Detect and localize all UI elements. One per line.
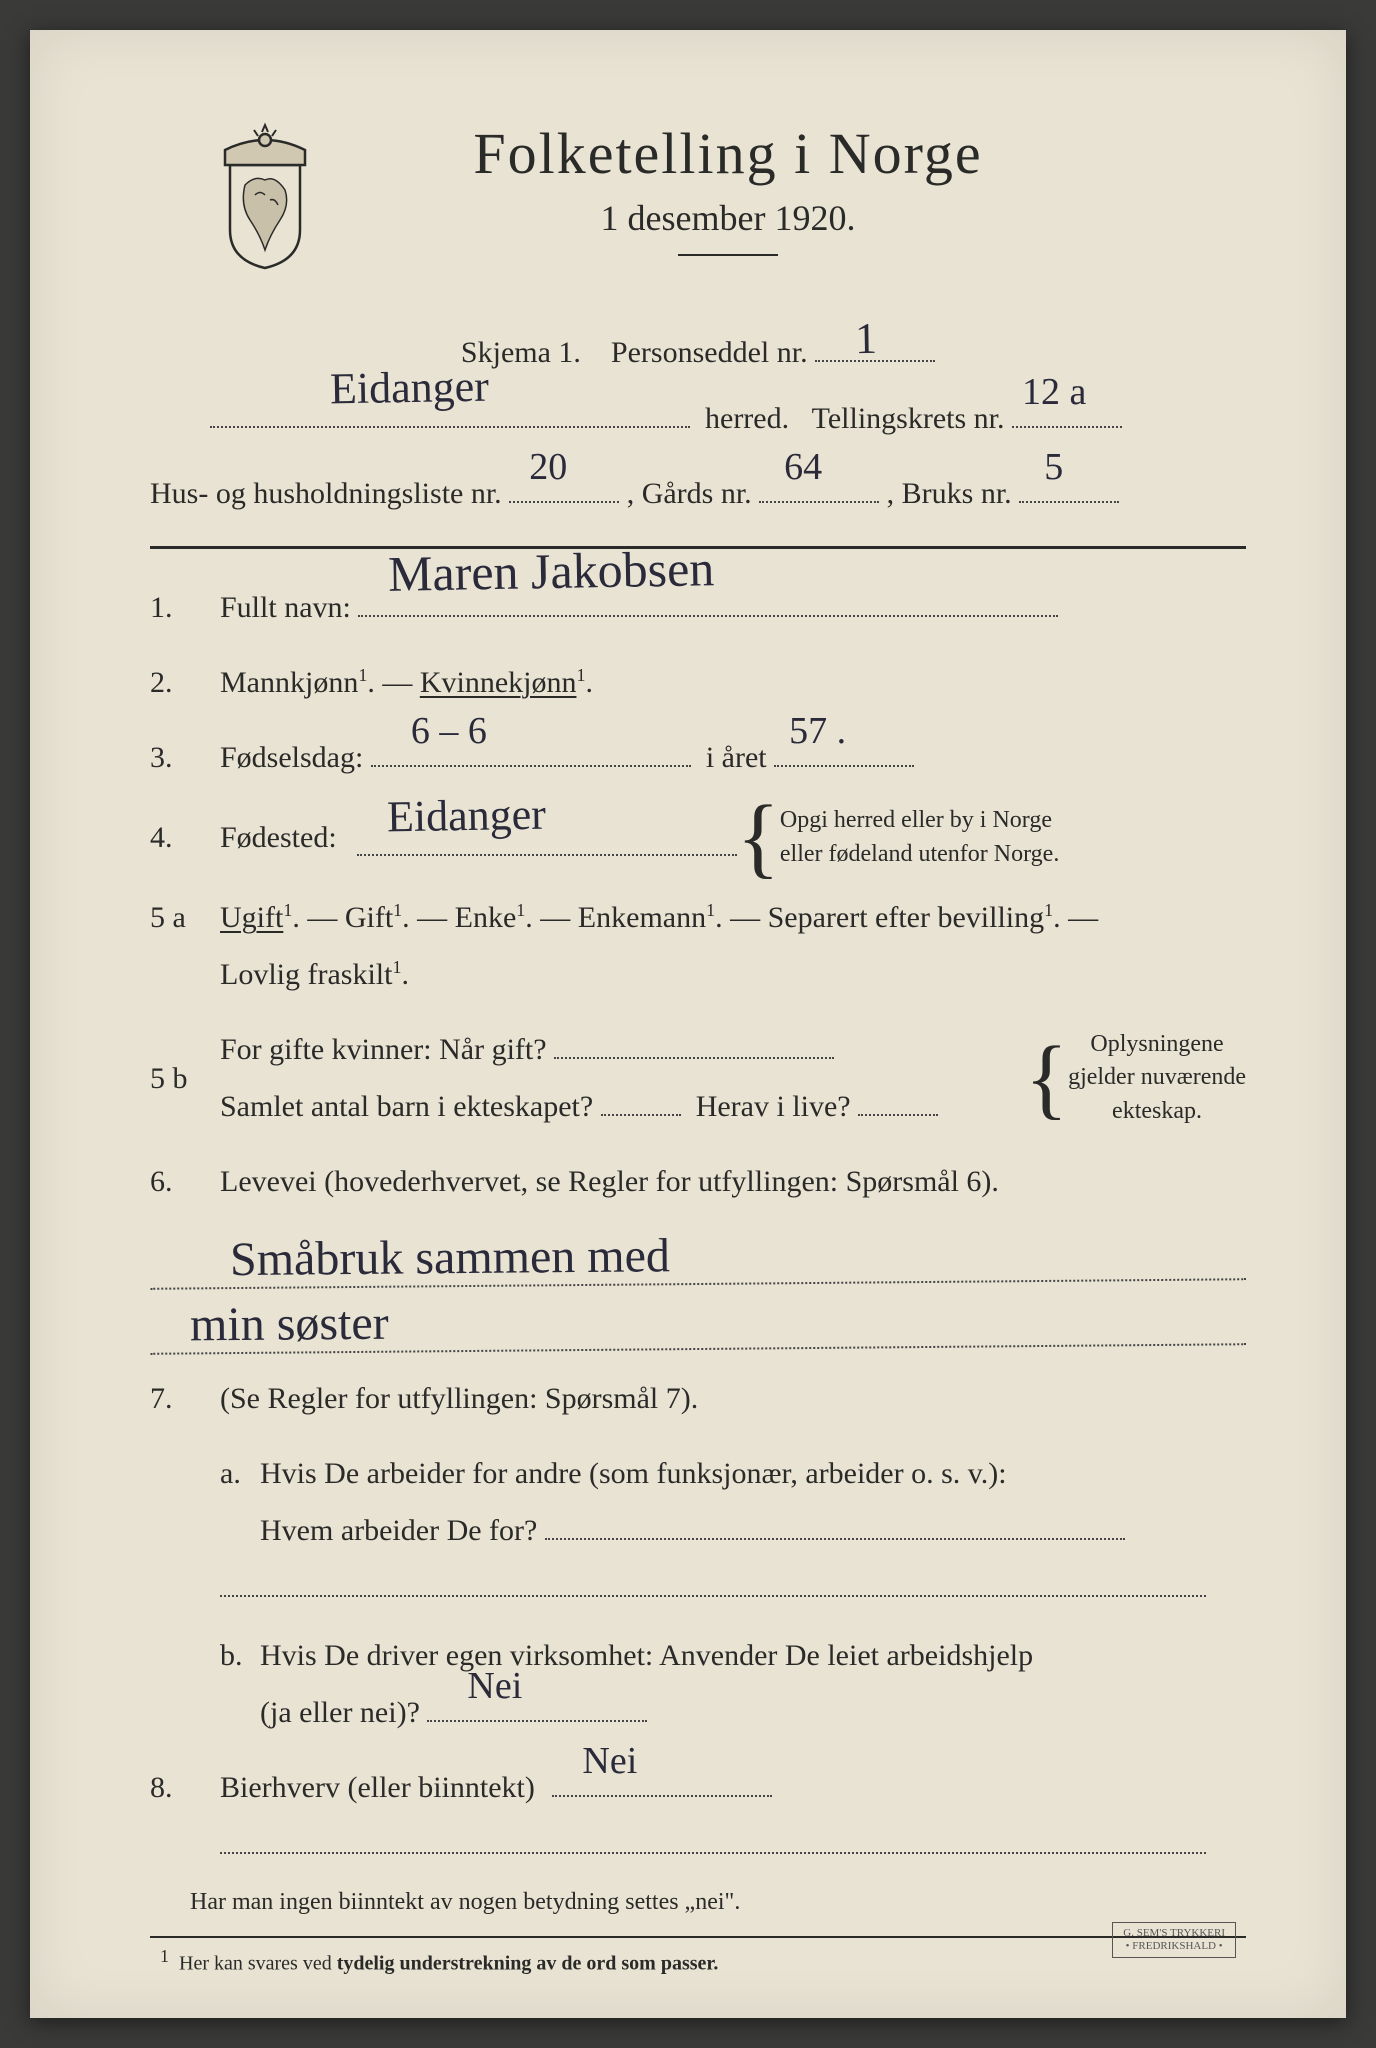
q7b-line1: Hvis De driver egen virksomhet: Anvender… [260,1639,1033,1672]
header: Folketelling i Norge 1 desember 1920. [210,120,1246,286]
q1-label: Fullt navn: [220,591,351,624]
q7b-num: b. [220,1627,243,1684]
bruks-label: , Bruks nr. [887,477,1012,510]
q2-opt-a: Mannkjønn [220,666,358,699]
q5a-gift: Gift [345,901,393,934]
q6-value-line1: Småbruk sammen med [150,1223,1246,1290]
q6-value-line2: min søster [150,1288,1246,1355]
q3-year-value: 57 . [789,695,846,767]
q8-blank-line [220,1834,1206,1854]
q5a-lovlig: Lovlig fraskilt [220,958,392,991]
q7a-blank-line [220,1577,1206,1597]
printer-stamp: G. SEM'S TRYKKERI • FREDRIKSHALD • [1112,1922,1236,1958]
footer-note: Har man ingen biinntekt av nogen betydni… [150,1889,1246,1916]
main-title: Folketelling i Norge [350,120,1106,187]
q8-num: 8. [150,1759,173,1816]
q7-label: (Se Regler for utfyllingen: Spørsmål 7). [220,1382,698,1415]
q7a-row: a. Hvis De arbeider for andre (som funks… [150,1445,1246,1559]
herred-line: Eidanger herred. Tellingskrets nr. 12 a [150,390,1246,447]
q5b-label-a: For gifte kvinner: Når gift? [220,1033,547,1066]
gards-val: 64 [784,431,822,503]
q5a-enkemann: Enkemann [578,901,706,934]
subtitle: 1 desember 1920. [350,197,1106,239]
q3-label: Fødselsdag: [220,741,363,774]
q8-value: Nei [582,1725,637,1797]
q6-label: Levevei (hovederhvervet, se Regler for u… [220,1165,999,1198]
tellingskrets-value: 12 a [1022,356,1086,428]
q5a-row: 5 a Ugift1. — Gift1. — Enke1. — Enkemann… [150,889,1246,1003]
herred-value: Eidanger [329,345,489,431]
q3-row: 3. Fødselsdag: 6 – 6 i året 57 . [150,729,1246,786]
tellingskrets-label: Tellingskrets nr. [812,402,1005,435]
q5b-num: 5 b [150,1050,188,1107]
q7a-num: a. [220,1445,241,1502]
footnote-text-b: tydelig understrekning av de ord som pas… [337,1953,719,1975]
q5b-label-c: Herav i live? [696,1090,851,1123]
footnote-row: 1 Her kan svares ved tydelig understrekn… [150,1936,1246,1976]
q5a-ugift: Ugift [220,901,283,934]
footnote-num: 1 [160,1946,169,1966]
q4-num: 4. [150,809,173,866]
q3-day-value: 6 – 6 [411,695,487,767]
q6-row: 6. Levevei (hovederhvervet, se Regler fo… [150,1153,1246,1210]
personseddel-value: 1 [855,313,878,364]
q8-label: Bierhverv (eller biinntekt) [220,1771,535,1804]
census-form-page: Folketelling i Norge 1 desember 1920. Sk… [30,30,1346,2018]
title-block: Folketelling i Norge 1 desember 1920. [350,120,1246,286]
hus-label-a: Hus- og husholdningsliste nr. [150,477,502,510]
brace-icon: { [737,815,780,860]
skjema-label-b: Personseddel nr. [611,336,808,369]
q7-num: 7. [150,1370,173,1427]
q5a-sep: Separert efter bevilling [768,901,1045,934]
q1-value: Maren Jakobsen [388,521,716,622]
q4-value: Eidanger [386,773,546,859]
q7b-row: b. Hvis De driver egen virksomhet: Anven… [150,1627,1246,1741]
q6-num: 6. [150,1153,173,1210]
q2-row: 2. Mannkjønn1. — Kvinnekjønn1. [150,654,1246,711]
herred-label: herred. [705,402,789,435]
q8-row: 8. Bierhverv (eller biinntekt) Nei [150,1759,1246,1816]
bruks-val: 5 [1044,431,1063,503]
q7b-value: Nei [467,1650,522,1722]
footnote-text-a: Her kan svares ved [179,1953,337,1975]
q2-num: 2. [150,654,173,711]
q5a-num: 5 a [150,889,186,946]
q3-num: 3. [150,729,173,786]
q7a-line2: Hvem arbeider De for? [260,1514,537,1547]
q5b-label-b: Samlet antal barn i ekteskapet? [220,1090,593,1123]
gards-label: , Gårds nr. [627,477,752,510]
hus-val-a: 20 [529,431,567,503]
title-divider [678,254,778,256]
q4-label: Fødested: [220,809,337,866]
q5b-side-note: Oplysningene gjelder nuværende ekteskap. [1068,1028,1246,1129]
hus-line: Hus- og husholdningsliste nr. 20 , Gårds… [150,465,1246,522]
q7-row: 7. (Se Regler for utfyllingen: Spørsmål … [150,1370,1246,1427]
q3-year-label: i året [706,741,767,774]
q1-num: 1. [150,579,173,636]
q7a-line1: Hvis De arbeider for andre (som funksjon… [260,1457,1007,1490]
q4-row: 4. Fødested: Eidanger { Opgi herred elle… [150,804,1246,871]
q5a-enke: Enke [455,901,517,934]
coat-of-arms-icon [210,120,320,270]
q7b-line2: (ja eller nei)? [260,1696,420,1729]
q5b-row: 5 b For gifte kvinner: Når gift? Samlet … [150,1021,1246,1135]
q1-row: 1. Fullt navn: Maren Jakobsen [150,579,1246,636]
q4-side-note: Opgi herred eller by i Norge eller fødel… [780,804,1059,871]
brace-icon: { [1025,1056,1068,1101]
